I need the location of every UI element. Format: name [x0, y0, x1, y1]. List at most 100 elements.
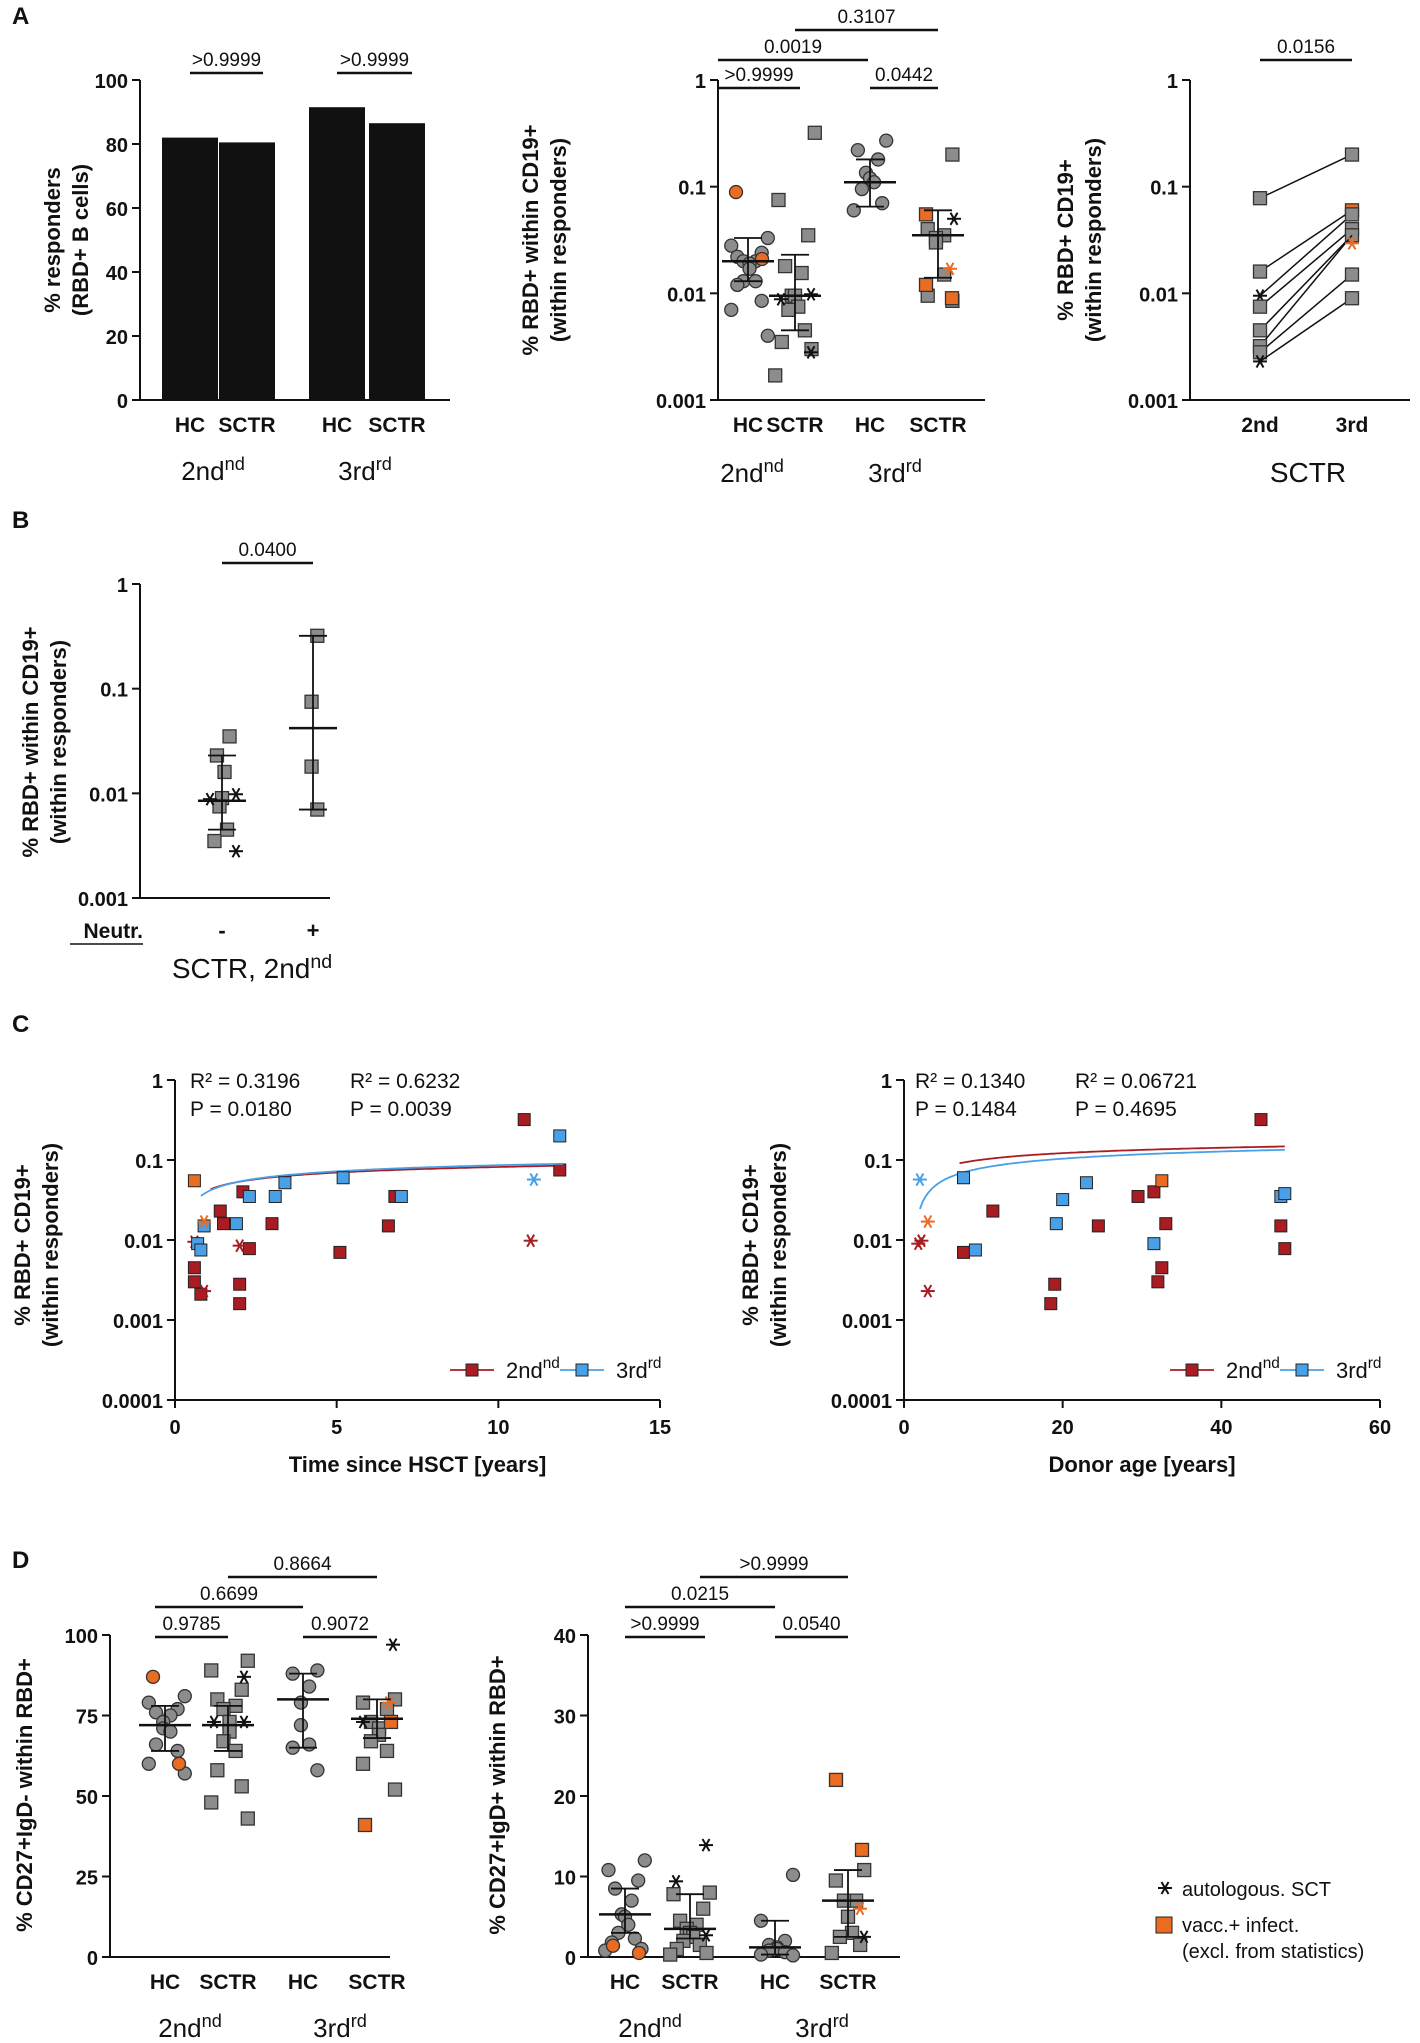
- A2-y-tick-label: 0.1: [678, 178, 706, 200]
- D1-point: [204, 1663, 219, 1678]
- star-stroke: [1255, 354, 1265, 368]
- D2-point: [699, 1945, 714, 1961]
- C1-legend-label-3rd: 3rdrd: [616, 1355, 661, 1383]
- C1-x-tick-label: 5: [331, 1417, 342, 1439]
- A2-point: [777, 258, 793, 274]
- star-stroke: [205, 792, 215, 806]
- A3-point: [1252, 191, 1268, 206]
- A1-y-tick-label: 40: [106, 263, 128, 285]
- A2-y-tick-label: 0.001: [656, 391, 706, 413]
- C1-point-2nd: [242, 1242, 256, 1256]
- D1-y-tick-label: 50: [76, 1787, 98, 1809]
- A2-point: [724, 238, 739, 253]
- B-point: [207, 833, 222, 849]
- D1-x-tick-label: HC: [150, 1971, 180, 1994]
- A2-y-axis-label: % RBD+ within CD19+: [518, 124, 543, 355]
- C2-point-star-2nd: [914, 1234, 929, 1248]
- A2-point-star-orange: [943, 262, 957, 276]
- star-stroke: [199, 1215, 209, 1229]
- D2-x-tick-label: HC: [760, 1971, 790, 1994]
- C2-point-star-3rd: [912, 1172, 927, 1187]
- A3-pair-line: [1259, 153, 1353, 199]
- D1-y-axis-label: % CD27+IgD- within RBD+: [12, 1658, 37, 1932]
- D1-point: [141, 1756, 156, 1771]
- D2-x-tick-label: SCTR: [819, 1971, 876, 1994]
- C2-point-2nd: [957, 1245, 970, 1259]
- C1-legend-marker-3rd: [575, 1363, 589, 1377]
- A3-pair-line: [1259, 234, 1353, 331]
- D1-point: [240, 1653, 255, 1668]
- A3-y-tick-label: 0.01: [1139, 284, 1178, 306]
- A1-y-tick-label: 0: [117, 391, 128, 413]
- C2-point-star-orange: [920, 1215, 935, 1229]
- C1-x-tick-label: 0: [169, 1417, 180, 1439]
- A3-point: [1344, 291, 1360, 306]
- C1-point-star-2nd: [197, 1284, 212, 1298]
- star-stroke: [701, 1838, 711, 1852]
- star-stroke: [949, 212, 959, 226]
- panel-label-b: B: [12, 507, 29, 534]
- A2-point-star: [804, 287, 818, 301]
- legend-orange-icon: [1155, 1916, 1173, 1934]
- B-y-tick-label: 0.1: [100, 680, 128, 702]
- D2-x-tick-label: HC: [610, 1971, 640, 1994]
- B-y-tick-label: 0.01: [89, 784, 128, 806]
- C1-point-3rd: [336, 1171, 350, 1185]
- A2-point: [771, 192, 786, 208]
- C1-point-2nd: [381, 1219, 395, 1233]
- D1-x-tick-label: SCTR: [199, 1971, 256, 1994]
- A2-point: [768, 368, 783, 383]
- C2-point-3rd: [1147, 1237, 1161, 1251]
- C1-y-axis-label: (within responders): [38, 1143, 63, 1347]
- C2-point-2nd: [1274, 1219, 1288, 1233]
- D2-point-orange: [828, 1772, 844, 1788]
- D2-point: [828, 1873, 843, 1888]
- C2-y-axis-label: % RBD+ CD19+: [738, 1164, 763, 1325]
- D2-comparison-label: 0.0215: [671, 1584, 729, 1605]
- A1-x-tick-label: SCTR: [368, 414, 425, 437]
- C2-point-2nd: [1048, 1277, 1062, 1291]
- A3-x-tick-label: 2nd: [1241, 414, 1278, 437]
- C2-legend-marker-2nd: [1185, 1363, 1199, 1377]
- D2-y-tick-label: 20: [554, 1787, 576, 1809]
- star-stroke: [529, 1172, 539, 1187]
- D1-point: [216, 1734, 231, 1749]
- A3-point: [1344, 267, 1360, 282]
- C1-x-tick-label: 10: [487, 1417, 509, 1439]
- C2-point-2nd: [1278, 1242, 1292, 1256]
- A3-y-tick-label: 1: [1167, 71, 1178, 93]
- star-stroke: [923, 1284, 933, 1298]
- C1-legend-marker-2nd: [465, 1363, 479, 1377]
- star-stroke: [923, 1215, 933, 1229]
- A2-x-tick-label: SCTR: [766, 414, 823, 437]
- legend-star-label: autologous. SCT: [1182, 1879, 1331, 1901]
- D1-y-tick-label: 0: [87, 1948, 98, 1970]
- A3-x-tick-label: 3rd: [1336, 414, 1369, 437]
- D1-y-tick-label: 75: [76, 1707, 98, 1729]
- C2-fit-line-3rd: [919, 1148, 1285, 1210]
- D1-group-label: 2ndnd: [158, 2011, 222, 2043]
- C2-point-3rd: [968, 1243, 982, 1257]
- D2-point: [785, 1867, 801, 1883]
- A1-comparison-label: >0.9999: [192, 50, 261, 71]
- C2-point-2nd: [1131, 1189, 1145, 1203]
- A2-point-orange: [754, 251, 770, 267]
- A3-point-star: [1253, 354, 1267, 368]
- D1-y-tick-label: 100: [65, 1626, 98, 1648]
- A1-bar: [162, 137, 218, 400]
- C2-point-2nd: [1044, 1297, 1058, 1311]
- C2-x-tick-label: 60: [1369, 1417, 1391, 1439]
- A1-x-tick-label: HC: [175, 414, 205, 437]
- C1-legend-label-2nd: 2ndnd: [506, 1355, 560, 1383]
- A2-point: [879, 133, 894, 148]
- C1-y-tick-label: 0.0001: [102, 1391, 163, 1413]
- C2-y-tick-label: 0.1: [864, 1151, 892, 1173]
- C1-point-2nd: [217, 1217, 230, 1231]
- B-y-tick-label: 1: [117, 575, 128, 597]
- star-stroke: [388, 1638, 398, 1652]
- A2-point: [760, 328, 775, 343]
- D1-point: [240, 1811, 255, 1826]
- D2-point: [624, 1893, 639, 1908]
- C1-y-tick-label: 0.001: [113, 1311, 163, 1333]
- C2-point-3rd: [1056, 1193, 1070, 1207]
